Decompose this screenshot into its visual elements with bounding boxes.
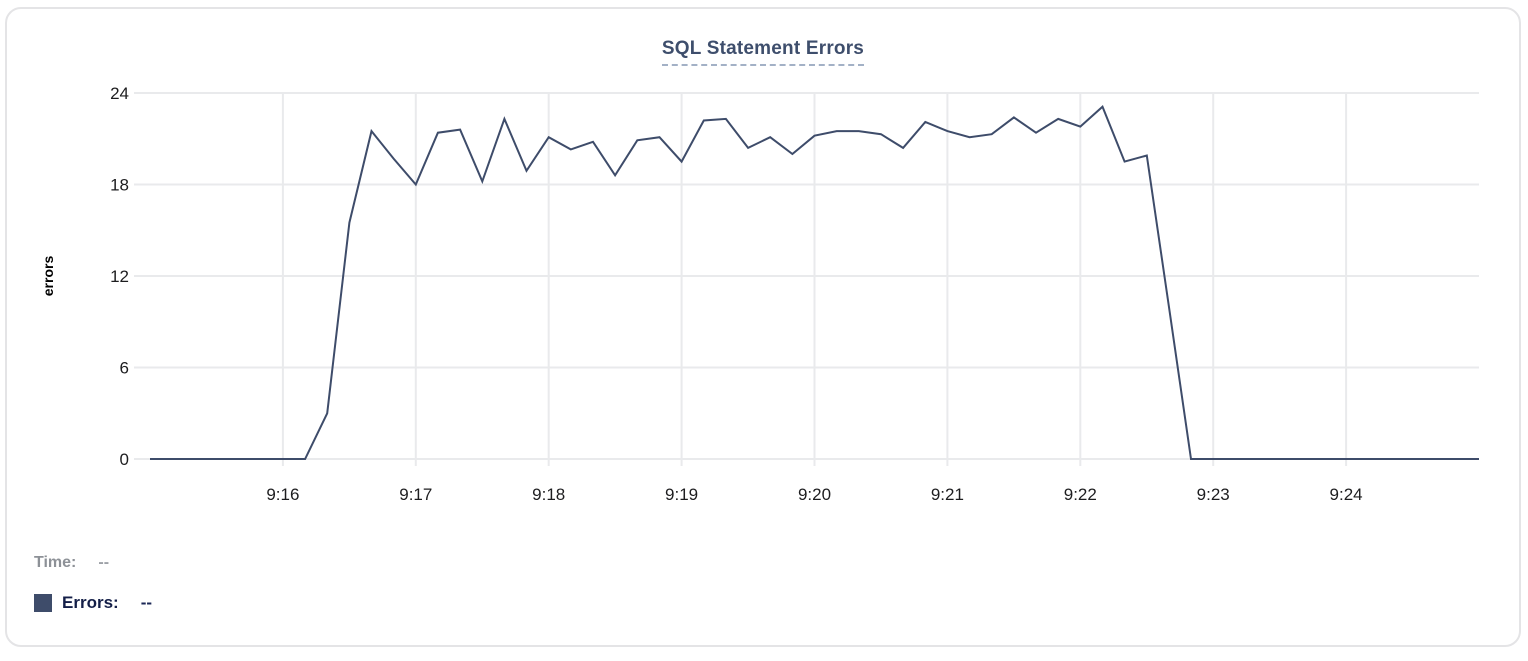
y-tick-label-12: 12 bbox=[110, 267, 129, 286]
chart-title[interactable]: SQL Statement Errors bbox=[661, 38, 865, 66]
x-tick-label-9:21: 9:21 bbox=[931, 485, 964, 504]
x-tick-label-9:18: 9:18 bbox=[532, 485, 565, 504]
tooltip-time-value: -- bbox=[98, 554, 110, 571]
tooltip-errors-row[interactable]: Errors: -- bbox=[34, 593, 152, 613]
x-tick-label-9:24: 9:24 bbox=[1330, 485, 1363, 504]
x-tick-label-9:19: 9:19 bbox=[665, 485, 698, 504]
x-tick-label-9:22: 9:22 bbox=[1064, 485, 1097, 504]
series-line-errors[interactable] bbox=[150, 105, 1479, 460]
y-tick-label-24: 24 bbox=[110, 84, 129, 103]
y-tick-label-18: 18 bbox=[110, 176, 129, 195]
tooltip-time-row: Time: -- bbox=[34, 554, 109, 572]
errors-series-swatch-icon bbox=[34, 594, 52, 612]
x-tick-label-9:17: 9:17 bbox=[399, 485, 432, 504]
y-tick-label-6: 6 bbox=[120, 359, 129, 378]
y-tick-label-0: 0 bbox=[120, 450, 129, 469]
sql-errors-line-chart[interactable]: 0 6 12 18 24 9:16 9:17 9:18 9:19 9:20 9:21 9:22 9:23… bbox=[7, 9, 1528, 661]
x-tick-label-9:20: 9:20 bbox=[798, 485, 831, 504]
tooltip-errors-value: -- bbox=[140, 593, 153, 612]
tooltip-errors-label: Errors: bbox=[62, 593, 119, 612]
chart-card: SQL Statement Errors 0 6 12 18 24 9:16 9:17 9:1… bbox=[5, 7, 1521, 647]
x-tick-label-9:16: 9:16 bbox=[266, 485, 299, 504]
tooltip-time-label: Time: bbox=[34, 554, 77, 571]
y-axis-label: errors bbox=[40, 256, 56, 297]
x-tick-label-9:23: 9:23 bbox=[1197, 485, 1230, 504]
chart-header: SQL Statement Errors bbox=[7, 38, 1519, 66]
